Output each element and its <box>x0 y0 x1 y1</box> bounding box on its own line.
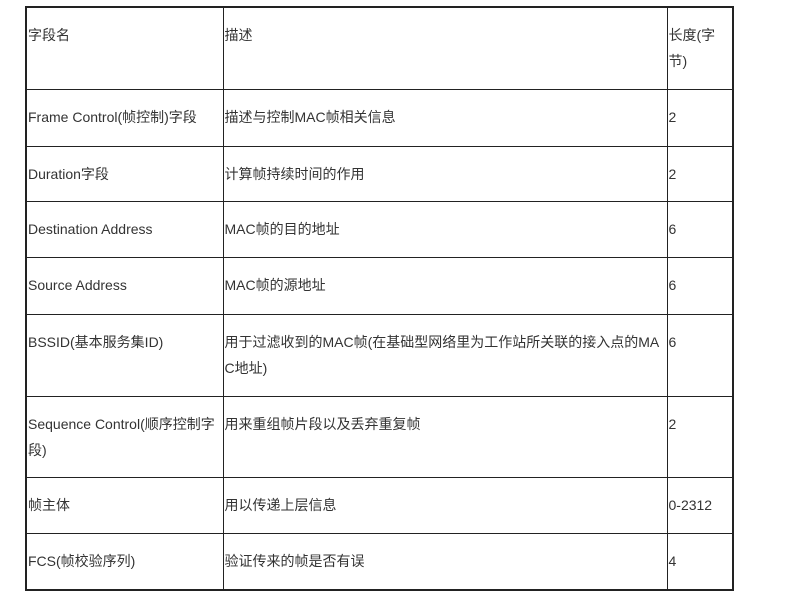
table-row: Duration字段 计算帧持续时间的作用 2 <box>25 145 734 202</box>
table-cell: FCS(帧校验序列) <box>25 532 224 591</box>
table-row: Frame Control(帧控制)字段 描述与控制MAC帧相关信息 2 <box>25 88 734 147</box>
field-table: 字段名 描述 长度(字节) Frame Control(帧控制)字段 描述与控制MAC帧… <box>25 6 734 591</box>
table-row: BSSID(基本服务集ID) 用于过滤收到的MAC帧(在基础型网络里为工作站所关联… <box>25 313 734 397</box>
table-cell: 2 <box>666 88 734 147</box>
table-cell: 4 <box>666 532 734 591</box>
table-cell: 帧主体 <box>25 476 224 534</box>
table-cell: MAC帧的源地址 <box>222 256 668 315</box>
table-cell: 计算帧持续时间的作用 <box>222 145 668 202</box>
table-row: Destination Address MAC帧的目的地址 6 <box>25 200 734 258</box>
table-cell: 6 <box>666 313 734 397</box>
table-row: 帧主体 用以传递上层信息 0-2312 <box>25 476 734 534</box>
table-cell: 字段名 <box>25 6 224 90</box>
table-cell: Source Address <box>25 256 224 315</box>
table-cell: Destination Address <box>25 200 224 258</box>
table-cell: Frame Control(帧控制)字段 <box>25 88 224 147</box>
table-cell: Duration字段 <box>25 145 224 202</box>
table-body: 字段名 描述 长度(字节) Frame Control(帧控制)字段 描述与控制MAC帧… <box>25 6 734 591</box>
table-cell: 2 <box>666 145 734 202</box>
table-cell: BSSID(基本服务集ID) <box>25 313 224 397</box>
table-cell: MAC帧的目的地址 <box>222 200 668 258</box>
table-row: Source Address MAC帧的源地址 6 <box>25 256 734 315</box>
table-cell: 0-2312 <box>666 476 734 534</box>
table-row: Sequence Control(顺序控制字段) 用来重组帧片段以及丢弃重复帧 2 <box>25 395 734 478</box>
table-cell: 用于过滤收到的MAC帧(在基础型网络里为工作站所关联的接入点的MAC地址) <box>222 313 668 397</box>
table-cell: 长度(字节) <box>666 6 734 90</box>
table-cell: Sequence Control(顺序控制字段) <box>25 395 224 478</box>
table-row: FCS(帧校验序列) 验证传来的帧是否有误 4 <box>25 532 734 591</box>
table-cell: 6 <box>666 200 734 258</box>
table-cell: 验证传来的帧是否有误 <box>222 532 668 591</box>
table-cell: 用以传递上层信息 <box>222 476 668 534</box>
table-cell: 描述与控制MAC帧相关信息 <box>222 88 668 147</box>
table-cell: 用来重组帧片段以及丢弃重复帧 <box>222 395 668 478</box>
table-cell: 描述 <box>222 6 668 90</box>
table-cell: 6 <box>666 256 734 315</box>
table-cell: 2 <box>666 395 734 478</box>
header-row: 字段名 描述 长度(字节) <box>25 6 734 90</box>
